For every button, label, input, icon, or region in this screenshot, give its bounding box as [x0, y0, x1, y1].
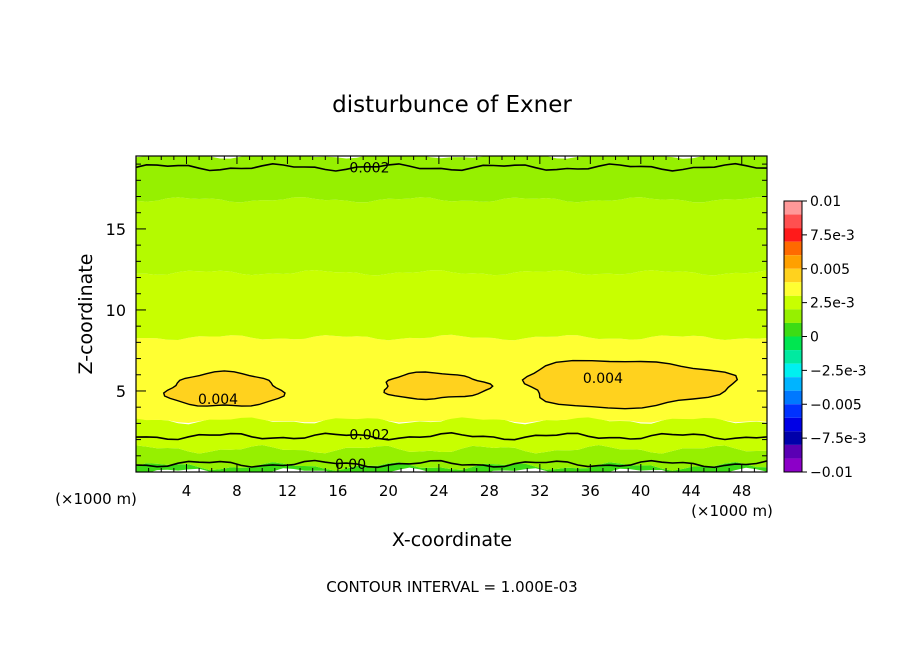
colorbar-swatch [784, 458, 802, 472]
colorbar-swatch [784, 241, 802, 256]
fill-band [136, 270, 767, 341]
fill-band [136, 416, 767, 454]
x-unit-label-left: (×1000 m) [55, 490, 137, 508]
colorbar-swatch [784, 322, 802, 337]
colorbar-swatch [784, 444, 802, 459]
y-tick-label: 5 [116, 382, 126, 401]
colorbar-swatch [784, 336, 802, 351]
contour-label: 0.002 [349, 428, 389, 444]
colorbar-swatch [784, 282, 802, 296]
colorbar-swatch [784, 214, 802, 229]
maximum-region [162, 370, 286, 407]
contour-line [136, 431, 767, 441]
colorbar-swatch [784, 309, 802, 323]
contour-interval-note: CONTOUR INTERVAL = 1.000E-03 [326, 578, 577, 596]
contour-label: 0.002 [349, 160, 389, 176]
colorbar-swatch [784, 228, 802, 242]
colorbar: 0.01 7.5e-3 0.005 2.5e-3 0 −2.5e-3 −0.005 −7.5e… [783, 194, 867, 481]
x-tick-label: 44 [682, 482, 701, 500]
colorbar-swatch [784, 201, 802, 215]
contour-label: 0.004 [583, 371, 623, 387]
x-unit-label-right: (×1000 m) [691, 502, 773, 520]
x-tick-label: 40 [631, 482, 650, 500]
colorbar-tick-label: 2.5e-3 [810, 296, 855, 312]
colorbar-swatch [784, 268, 802, 283]
x-tick-label: 16 [328, 482, 347, 500]
fill-band [136, 156, 767, 203]
maximum-region [521, 359, 739, 410]
colorbar-swatch [784, 404, 802, 418]
y-axis-title: Z-coordinate [75, 254, 97, 375]
y-tick-label: 10 [106, 301, 126, 320]
colorbar-swatch [784, 363, 802, 378]
x-tick-label: 48 [732, 482, 751, 500]
colorbar-tick-label: −0.01 [810, 465, 853, 481]
colorbar-tick-label: 0 [810, 330, 819, 346]
x-tick-label: 32 [530, 482, 549, 500]
contour-label: 0.004 [198, 392, 238, 408]
x-tick-label: 36 [581, 482, 600, 500]
x-tick-label: 12 [278, 482, 297, 500]
y-tick-label: 15 [106, 220, 126, 239]
fill-band [136, 197, 767, 276]
colorbar-tick-label: 0.01 [810, 194, 841, 210]
contour-label: 0.00 [335, 457, 366, 473]
colorbar-swatch [784, 390, 802, 405]
colorbar-tick-label: 0.005 [810, 262, 850, 278]
maximum-region [383, 371, 494, 401]
colorbar-swatch [784, 431, 802, 445]
colorbar-swatch [784, 295, 802, 310]
colorbar-swatch [784, 377, 802, 391]
chart-title: disturbunce of Exner [332, 92, 572, 118]
contour-line [136, 459, 767, 469]
colorbar-tick-label: −2.5e-3 [810, 363, 867, 379]
contour-line [136, 162, 767, 172]
x-tick-label: 28 [480, 482, 499, 500]
x-tick-label: 4 [182, 482, 192, 500]
x-tick-label: 20 [379, 482, 398, 500]
x-axis-title: X-coordinate [392, 529, 512, 551]
colorbar-swatch [784, 255, 802, 269]
plot-area: 0.002 0.004 0.004 0.002 0.00 [136, 156, 767, 473]
x-tick-label: 8 [232, 482, 242, 500]
colorbar-tick-label: −7.5e-3 [810, 431, 867, 447]
x-tick-label: 24 [429, 482, 448, 500]
colorbar-swatch [784, 417, 802, 432]
colorbar-tick-label: 7.5e-3 [810, 228, 855, 244]
colorbar-tick-label: −0.005 [810, 397, 862, 413]
colorbar-swatch [784, 350, 802, 364]
